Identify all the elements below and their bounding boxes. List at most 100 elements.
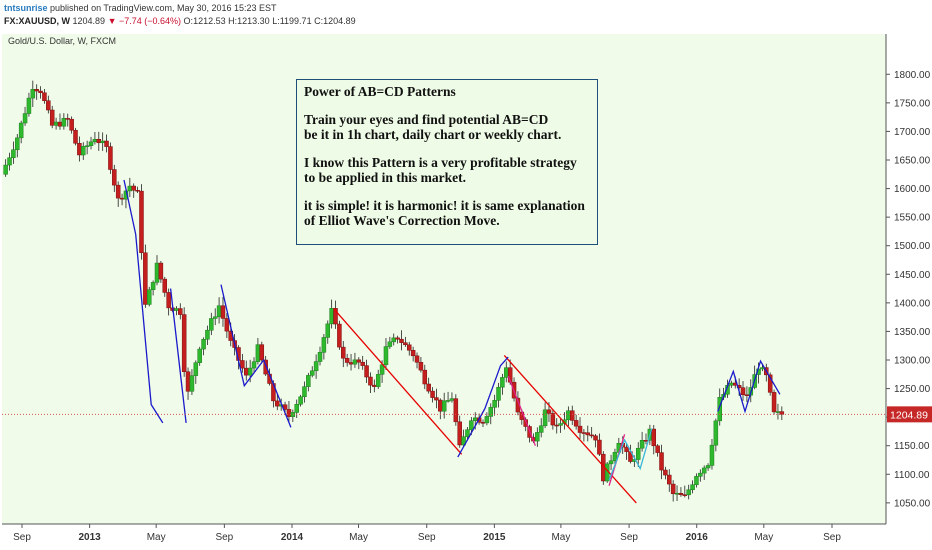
candle-up — [375, 374, 381, 387]
candle-down — [96, 138, 102, 144]
candle-up — [193, 362, 199, 376]
y-tick-label: 1350.00 — [894, 327, 931, 338]
y-tick-label: 1250.00 — [894, 384, 931, 395]
candle-down — [259, 344, 265, 361]
candle-up — [81, 146, 86, 156]
candle-down — [434, 397, 439, 401]
candle-up — [387, 341, 393, 347]
candle-up — [212, 316, 218, 319]
y-tick-label: 1800.00 — [894, 70, 931, 81]
candle-down — [659, 452, 664, 471]
candle-down — [414, 355, 420, 363]
low-label: L: — [272, 16, 280, 26]
y-tick-label: 1150.00 — [894, 441, 930, 452]
y-tick-label: 1100.00 — [894, 470, 930, 481]
candle-down — [263, 359, 268, 375]
candle-down — [744, 394, 750, 396]
candle-down — [356, 359, 362, 363]
candle-up — [441, 400, 447, 412]
pattern-line-red — [333, 308, 463, 455]
candle-down — [438, 399, 443, 412]
x-tick-label: Sep — [418, 532, 436, 543]
annotation-line: to be applied in this market. — [304, 170, 467, 185]
candle-up — [558, 423, 563, 426]
candle-down — [364, 365, 369, 378]
candle-up — [612, 452, 618, 462]
x-tick-label: Sep — [215, 532, 233, 543]
candle-down — [779, 411, 785, 415]
candle-up — [449, 398, 455, 401]
candle-up — [298, 396, 303, 405]
candle-down — [240, 360, 245, 369]
candle-down — [651, 428, 657, 447]
candle-down — [73, 129, 78, 144]
candle-down — [341, 346, 346, 359]
x-tick-label: Sep — [823, 532, 841, 543]
candle-up — [461, 436, 466, 446]
close-label: C: — [314, 16, 324, 26]
last-price-value: 1204.89 — [72, 16, 106, 26]
pattern-line-blue — [717, 359, 781, 414]
candle-down — [348, 362, 354, 365]
candle-down — [399, 338, 404, 343]
y-tick-label: 1600.00 — [894, 184, 931, 195]
candle-down — [422, 369, 428, 385]
y-tick-label: 1400.00 — [894, 298, 931, 309]
candle-down — [570, 410, 575, 421]
candle-up — [209, 318, 214, 331]
candle-up — [698, 472, 703, 477]
x-tick-label: 2016 — [686, 532, 709, 543]
chart-header: tntsunrise published on TradingView.com,… — [0, 0, 932, 30]
candle-up — [690, 484, 695, 491]
high-value: 1213.30 — [237, 16, 270, 26]
y-tick-label: 1300.00 — [894, 356, 931, 367]
candle-up — [717, 397, 722, 422]
candle-down — [771, 392, 777, 413]
candle-down — [77, 143, 82, 156]
candle-up — [492, 400, 497, 408]
candle-down — [220, 305, 226, 319]
candle-down — [65, 118, 70, 120]
candle-down — [624, 446, 629, 452]
annotation-title: Power of AB=CD Patterns — [304, 84, 456, 99]
x-tick-label: 2013 — [79, 532, 102, 543]
candle-up — [294, 404, 299, 413]
candle-up — [84, 145, 90, 147]
candle-up — [383, 346, 389, 366]
y-tick-label: 1700.00 — [894, 127, 931, 138]
annotation-box[interactable]: Power of AB=CD Patterns Train your eyes … — [296, 79, 598, 245]
candle-up — [445, 400, 451, 402]
candle-up — [775, 411, 781, 413]
candle-up — [88, 141, 94, 146]
x-tick-label: May — [147, 532, 166, 543]
candle-up — [729, 382, 734, 386]
candle-up — [542, 409, 548, 427]
candle-up — [484, 416, 490, 424]
username-link[interactable]: tntsunrise — [4, 3, 48, 13]
candle-up — [26, 97, 32, 114]
candle-up — [189, 375, 195, 392]
candle-down — [224, 318, 230, 332]
candle-down — [767, 374, 773, 393]
pattern-line-red — [503, 354, 637, 504]
annotation-line: Train your eyes and find potential AB=CD — [304, 111, 549, 127]
candle-up — [465, 429, 470, 437]
candle-down — [418, 362, 424, 371]
candle-up — [496, 386, 501, 401]
candle-down — [550, 413, 556, 426]
pattern-line-blue — [457, 356, 509, 458]
candle-down — [678, 492, 684, 495]
candle-down — [139, 190, 144, 254]
candle-down — [162, 278, 168, 293]
candle-down — [181, 314, 187, 372]
candle-down — [135, 189, 140, 192]
x-tick-label: Sep — [13, 532, 31, 543]
published-text: published on TradingView.com, May 30, 20… — [50, 3, 277, 13]
candle-down — [597, 439, 602, 455]
candle-up — [154, 262, 160, 283]
candle-up — [306, 375, 311, 387]
candle-down — [344, 357, 350, 363]
symbol-label[interactable]: FX:XAUUSD, W — [4, 16, 70, 26]
candle-down — [581, 432, 587, 434]
close-value: 1204.89 — [323, 16, 356, 26]
